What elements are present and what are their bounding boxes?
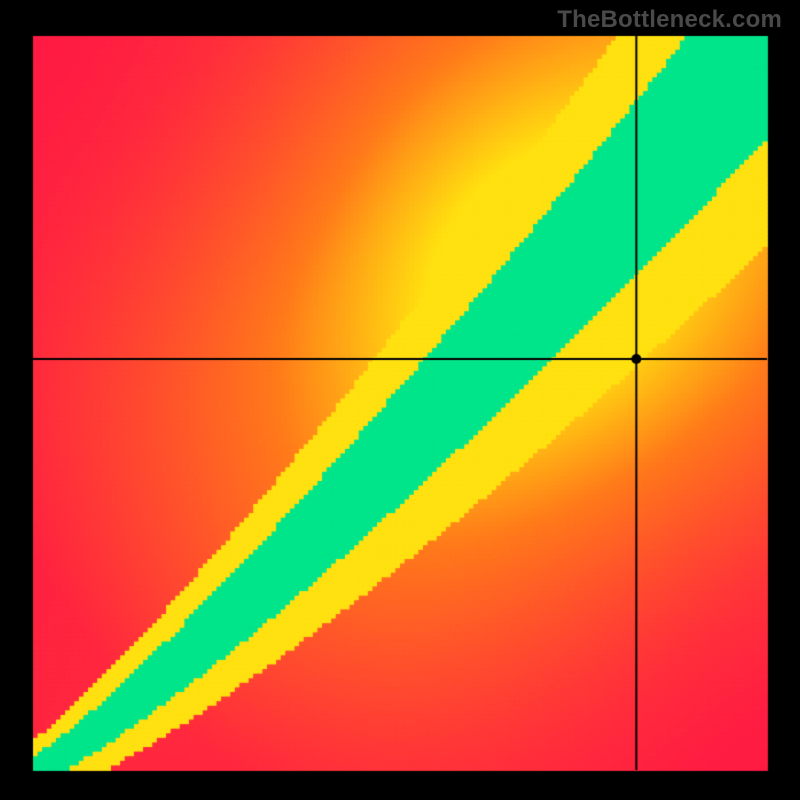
watermark-text: TheBottleneck.com xyxy=(557,6,782,34)
chart-container: TheBottleneck.com xyxy=(0,0,800,800)
bottleneck-heatmap xyxy=(0,0,800,800)
